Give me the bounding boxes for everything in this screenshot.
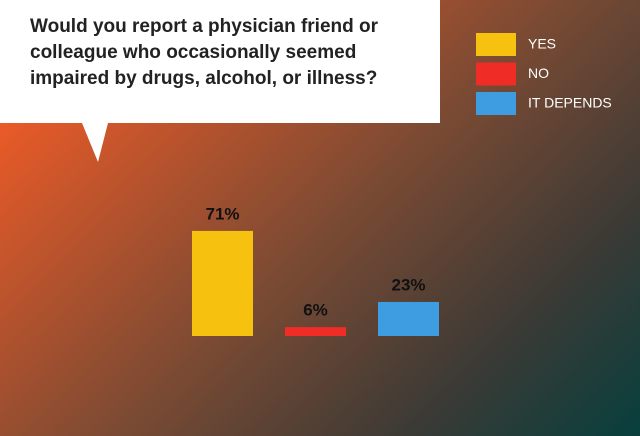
speech-bubble [0,0,440,162]
legend-swatch [476,62,516,86]
legend-swatch [476,92,516,115]
bar [192,230,253,336]
chart-title: Would you report a physician friend or c… [30,16,379,89]
bar [285,327,346,336]
legend-label: IT DEPENDS [528,95,612,111]
legend-swatch [476,33,516,56]
value-label: 71% [205,204,239,223]
value-label: 6% [303,301,328,320]
bar [378,301,439,336]
legend-label: YES [528,36,556,52]
value-label: 23% [391,275,425,294]
legend-label: NO [528,65,549,81]
